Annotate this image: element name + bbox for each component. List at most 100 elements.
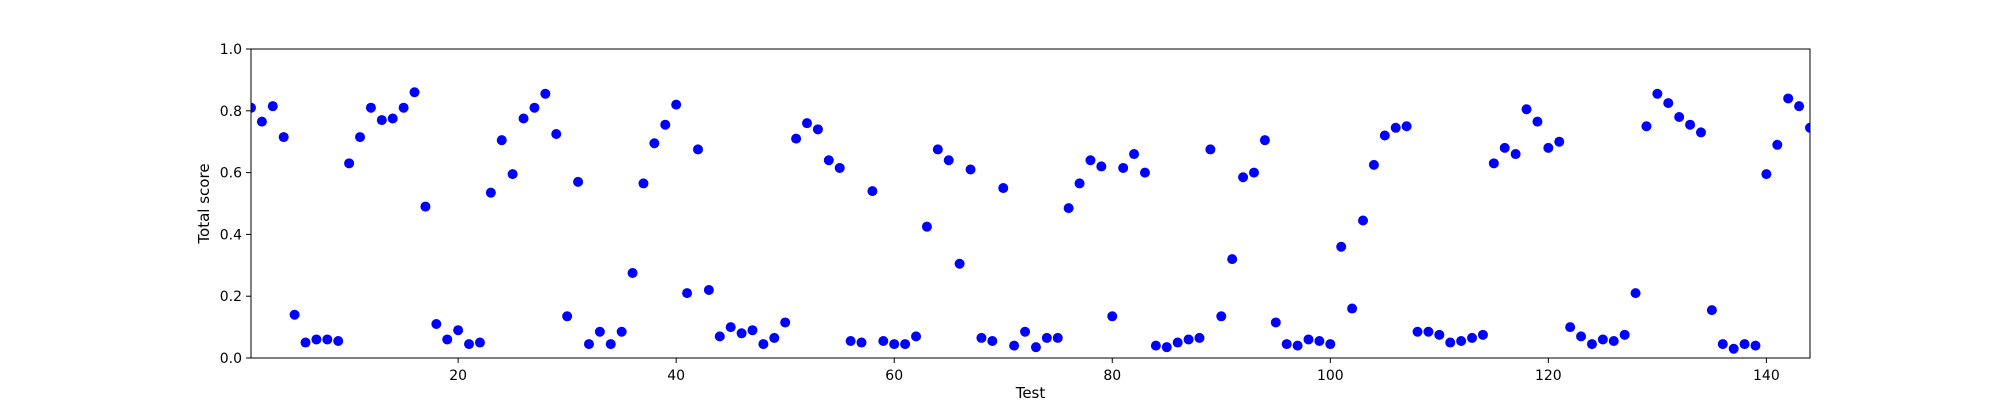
- data-point: [333, 336, 344, 347]
- data-point: [1020, 326, 1031, 337]
- data-point: [1227, 254, 1238, 265]
- data-point: [1445, 337, 1456, 348]
- y-tick-label: 1.0: [220, 42, 242, 58]
- data-point: [1303, 334, 1314, 345]
- y-tick-label: 0.2: [220, 289, 242, 305]
- data-point: [1434, 329, 1445, 340]
- data-point: [1685, 119, 1696, 130]
- data-point: [747, 325, 758, 336]
- data-point: [1216, 311, 1227, 322]
- data-point: [1172, 337, 1183, 348]
- x-tick-label: 40: [667, 368, 685, 384]
- data-point: [1412, 326, 1423, 337]
- data-point: [660, 119, 671, 130]
- data-point: [1488, 158, 1499, 169]
- data-point: [627, 268, 638, 279]
- data-point: [736, 328, 747, 339]
- data-point: [1750, 340, 1761, 351]
- data-point: [1238, 172, 1249, 183]
- data-point: [976, 332, 987, 343]
- data-point: [1030, 342, 1041, 353]
- data-point: [1139, 167, 1150, 178]
- data-point: [1118, 162, 1129, 173]
- data-point: [1358, 215, 1369, 226]
- data-point: [671, 99, 682, 110]
- data-point: [1401, 121, 1412, 132]
- data-point: [1499, 142, 1510, 153]
- data-point: [540, 88, 551, 99]
- data-point: [802, 118, 813, 129]
- data-point: [256, 116, 267, 127]
- data-point: [431, 319, 442, 330]
- data-point: [856, 337, 867, 348]
- data-point: [1739, 339, 1750, 350]
- data-point: [551, 128, 562, 139]
- data-point: [442, 334, 453, 345]
- data-point: [1009, 340, 1020, 351]
- plot-frame: [250, 48, 1811, 359]
- axis-ticks: 20 40 60 80 100 120 140 0.0 0.2 0.4 0.6 0.8 1.0: [220, 42, 1780, 384]
- data-point: [911, 331, 922, 342]
- data-point: [1510, 149, 1521, 160]
- data-point: [1477, 329, 1488, 340]
- data-point: [1521, 104, 1532, 115]
- y-tick-label: 0.4: [220, 227, 242, 243]
- data-point: [780, 317, 791, 328]
- data-point: [725, 322, 736, 333]
- data-point: [1052, 332, 1063, 343]
- data-point: [1663, 98, 1674, 109]
- data-point: [398, 102, 409, 113]
- data-point: [692, 144, 703, 155]
- data-point: [1085, 155, 1096, 166]
- data-point: [954, 258, 965, 269]
- data-point: [289, 309, 300, 320]
- data-point: [932, 144, 943, 155]
- x-tick-label: 100: [1317, 368, 1344, 384]
- data-point: [758, 339, 769, 350]
- data-point: [1554, 136, 1565, 147]
- data-points: [251, 87, 1810, 354]
- data-point: [682, 288, 693, 299]
- data-point: [355, 132, 366, 143]
- data-point: [485, 187, 496, 198]
- data-point: [605, 339, 616, 350]
- y-tick-label: 0.8: [220, 104, 242, 120]
- y-tick-label: 0.0: [220, 351, 242, 367]
- data-point: [1641, 121, 1652, 132]
- x-tick-label: 20: [449, 368, 467, 384]
- data-point: [1129, 149, 1140, 160]
- data-point: [344, 158, 355, 169]
- data-point: [1096, 161, 1107, 172]
- data-point: [1565, 322, 1576, 333]
- data-point: [616, 326, 627, 337]
- data-point: [791, 133, 802, 144]
- data-point: [311, 334, 322, 345]
- data-point: [823, 155, 834, 166]
- data-point: [1652, 88, 1663, 99]
- data-point: [900, 339, 911, 350]
- data-point: [1805, 122, 1810, 133]
- data-point: [518, 113, 529, 124]
- data-point: [376, 115, 387, 126]
- data-point: [1205, 144, 1216, 155]
- x-axis-label: Test: [1015, 384, 1046, 400]
- x-tick-label: 60: [885, 368, 903, 384]
- data-point: [1794, 101, 1805, 112]
- data-point: [1586, 339, 1597, 350]
- data-point: [464, 339, 475, 350]
- data-point: [507, 169, 518, 180]
- data-point: [1161, 342, 1172, 353]
- data-point: [638, 178, 649, 189]
- data-point: [878, 336, 889, 347]
- data-point: [573, 176, 584, 187]
- x-tick-label: 140: [1753, 368, 1780, 384]
- data-point: [867, 186, 878, 197]
- data-point: [769, 332, 780, 343]
- data-point: [1107, 311, 1118, 322]
- data-point: [474, 337, 485, 348]
- data-point: [1325, 339, 1336, 350]
- data-point: [1270, 317, 1281, 328]
- data-point: [420, 201, 431, 212]
- data-point: [1390, 122, 1401, 133]
